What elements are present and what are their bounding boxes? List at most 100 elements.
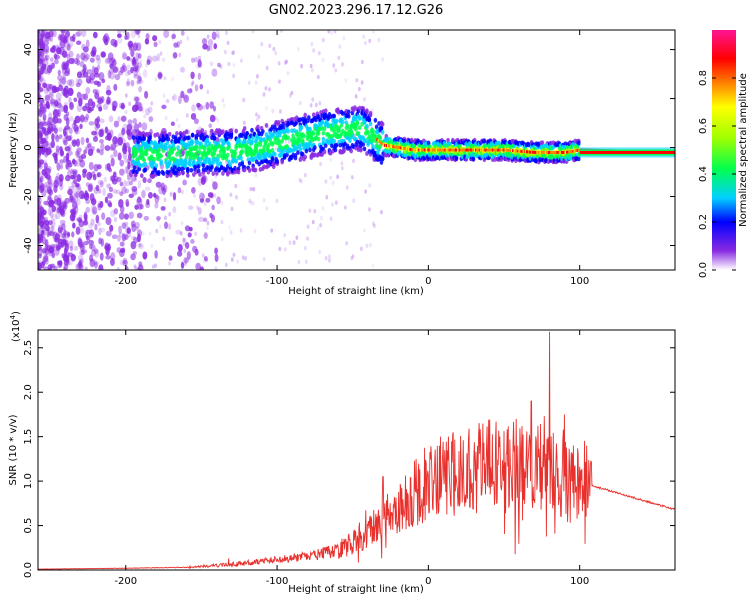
spectral-point — [167, 223, 172, 230]
spectral-point — [322, 149, 327, 155]
spectral-point — [463, 150, 467, 156]
spectral-point — [83, 218, 88, 226]
spectral-point — [38, 226, 42, 234]
spectral-point — [419, 148, 422, 152]
spectral-point — [117, 30, 122, 35]
spectral-point — [88, 161, 94, 171]
spectral-point — [316, 136, 321, 142]
spectral-point — [130, 253, 136, 261]
spectral-point — [281, 125, 286, 131]
spectral-point — [436, 148, 439, 152]
spectral-point — [157, 217, 160, 223]
spectral-point — [92, 135, 99, 143]
spectral-point — [43, 54, 48, 62]
spectral-point — [285, 59, 288, 64]
spectral-point — [76, 103, 82, 113]
spectrogram-heatmap — [38, 30, 675, 270]
spectral-point — [50, 225, 55, 232]
spectrogram-frame — [37, 29, 676, 271]
colorbar: 0.0 0.2 0.4 0.6 0.8 Normalized spectral ampl… — [698, 30, 749, 278]
spectral-point — [328, 254, 331, 259]
spectral-point — [40, 49, 45, 58]
spectral-point — [167, 131, 172, 137]
spectral-point — [95, 123, 101, 129]
spectral-point — [550, 150, 552, 154]
spectral-point — [175, 131, 179, 136]
spectral-point — [331, 202, 334, 207]
spectral-point — [414, 148, 416, 152]
spectral-point — [576, 140, 581, 146]
spectral-point — [119, 168, 125, 176]
spectral-point — [51, 30, 57, 38]
spectral-point — [368, 112, 373, 118]
spectral-point — [206, 45, 210, 52]
spectral-point — [121, 186, 127, 195]
spectral-point — [61, 67, 66, 75]
spectral-point — [57, 241, 63, 250]
spectral-point — [317, 51, 321, 56]
spectral-point — [549, 150, 551, 154]
spectral-point — [97, 203, 102, 208]
spectral-point — [209, 101, 214, 109]
spectral-point — [247, 168, 252, 173]
spectral-point — [470, 148, 472, 152]
spectral-point — [442, 148, 444, 152]
spectral-point — [103, 38, 109, 46]
spectral-point — [118, 232, 124, 238]
spectral-point — [58, 84, 64, 92]
spectral-point — [228, 225, 232, 230]
spectral-point — [132, 165, 137, 170]
spectral-point — [404, 147, 406, 151]
spectral-point — [119, 191, 124, 197]
spectral-point — [91, 206, 98, 215]
spectral-point — [38, 184, 45, 194]
spectral-point — [160, 206, 166, 211]
spectral-point — [80, 249, 85, 256]
spectral-point — [137, 75, 142, 84]
spectral-point — [56, 197, 62, 207]
spectral-point — [66, 231, 71, 238]
spectral-point — [540, 140, 545, 146]
spectral-point — [151, 55, 158, 62]
spectral-point — [157, 73, 162, 78]
spectral-point — [299, 100, 302, 106]
spectral-point — [428, 148, 430, 152]
spectral-point — [68, 127, 73, 135]
spectral-point — [196, 205, 199, 210]
spectral-point — [104, 196, 109, 204]
spectral-point — [340, 166, 344, 171]
spectral-point — [137, 180, 142, 189]
spectral-point — [201, 194, 205, 199]
spectral-point — [139, 173, 144, 179]
spectral-point — [378, 140, 380, 144]
spectral-point — [513, 149, 515, 153]
spectral-point — [132, 250, 138, 256]
spectral-point — [205, 138, 209, 144]
spectral-point — [408, 147, 410, 151]
spectral-point — [96, 164, 102, 170]
spectral-point — [189, 167, 194, 173]
spectral-point — [376, 138, 378, 142]
spectral-point — [38, 171, 41, 179]
colorbar-tick-label: 0.0 — [698, 262, 709, 278]
spectral-point — [352, 198, 356, 203]
spectral-point — [179, 39, 183, 45]
spectral-point — [328, 258, 331, 263]
spectral-point — [270, 228, 274, 233]
spectral-point — [242, 97, 246, 103]
spectral-point — [306, 224, 310, 229]
spectral-point — [197, 55, 202, 61]
spectral-point — [334, 68, 338, 73]
spectral-point — [141, 189, 146, 199]
snr-series-line — [38, 331, 675, 570]
spectral-point — [112, 189, 118, 194]
spectral-point — [127, 132, 133, 141]
spectral-point — [116, 33, 122, 38]
spectral-point — [141, 231, 145, 236]
spectral-point — [108, 167, 112, 173]
y-tick-label: 0.0 — [23, 562, 34, 578]
spectral-point — [316, 74, 320, 80]
spectral-point — [96, 58, 102, 65]
spectral-point — [58, 33, 63, 41]
